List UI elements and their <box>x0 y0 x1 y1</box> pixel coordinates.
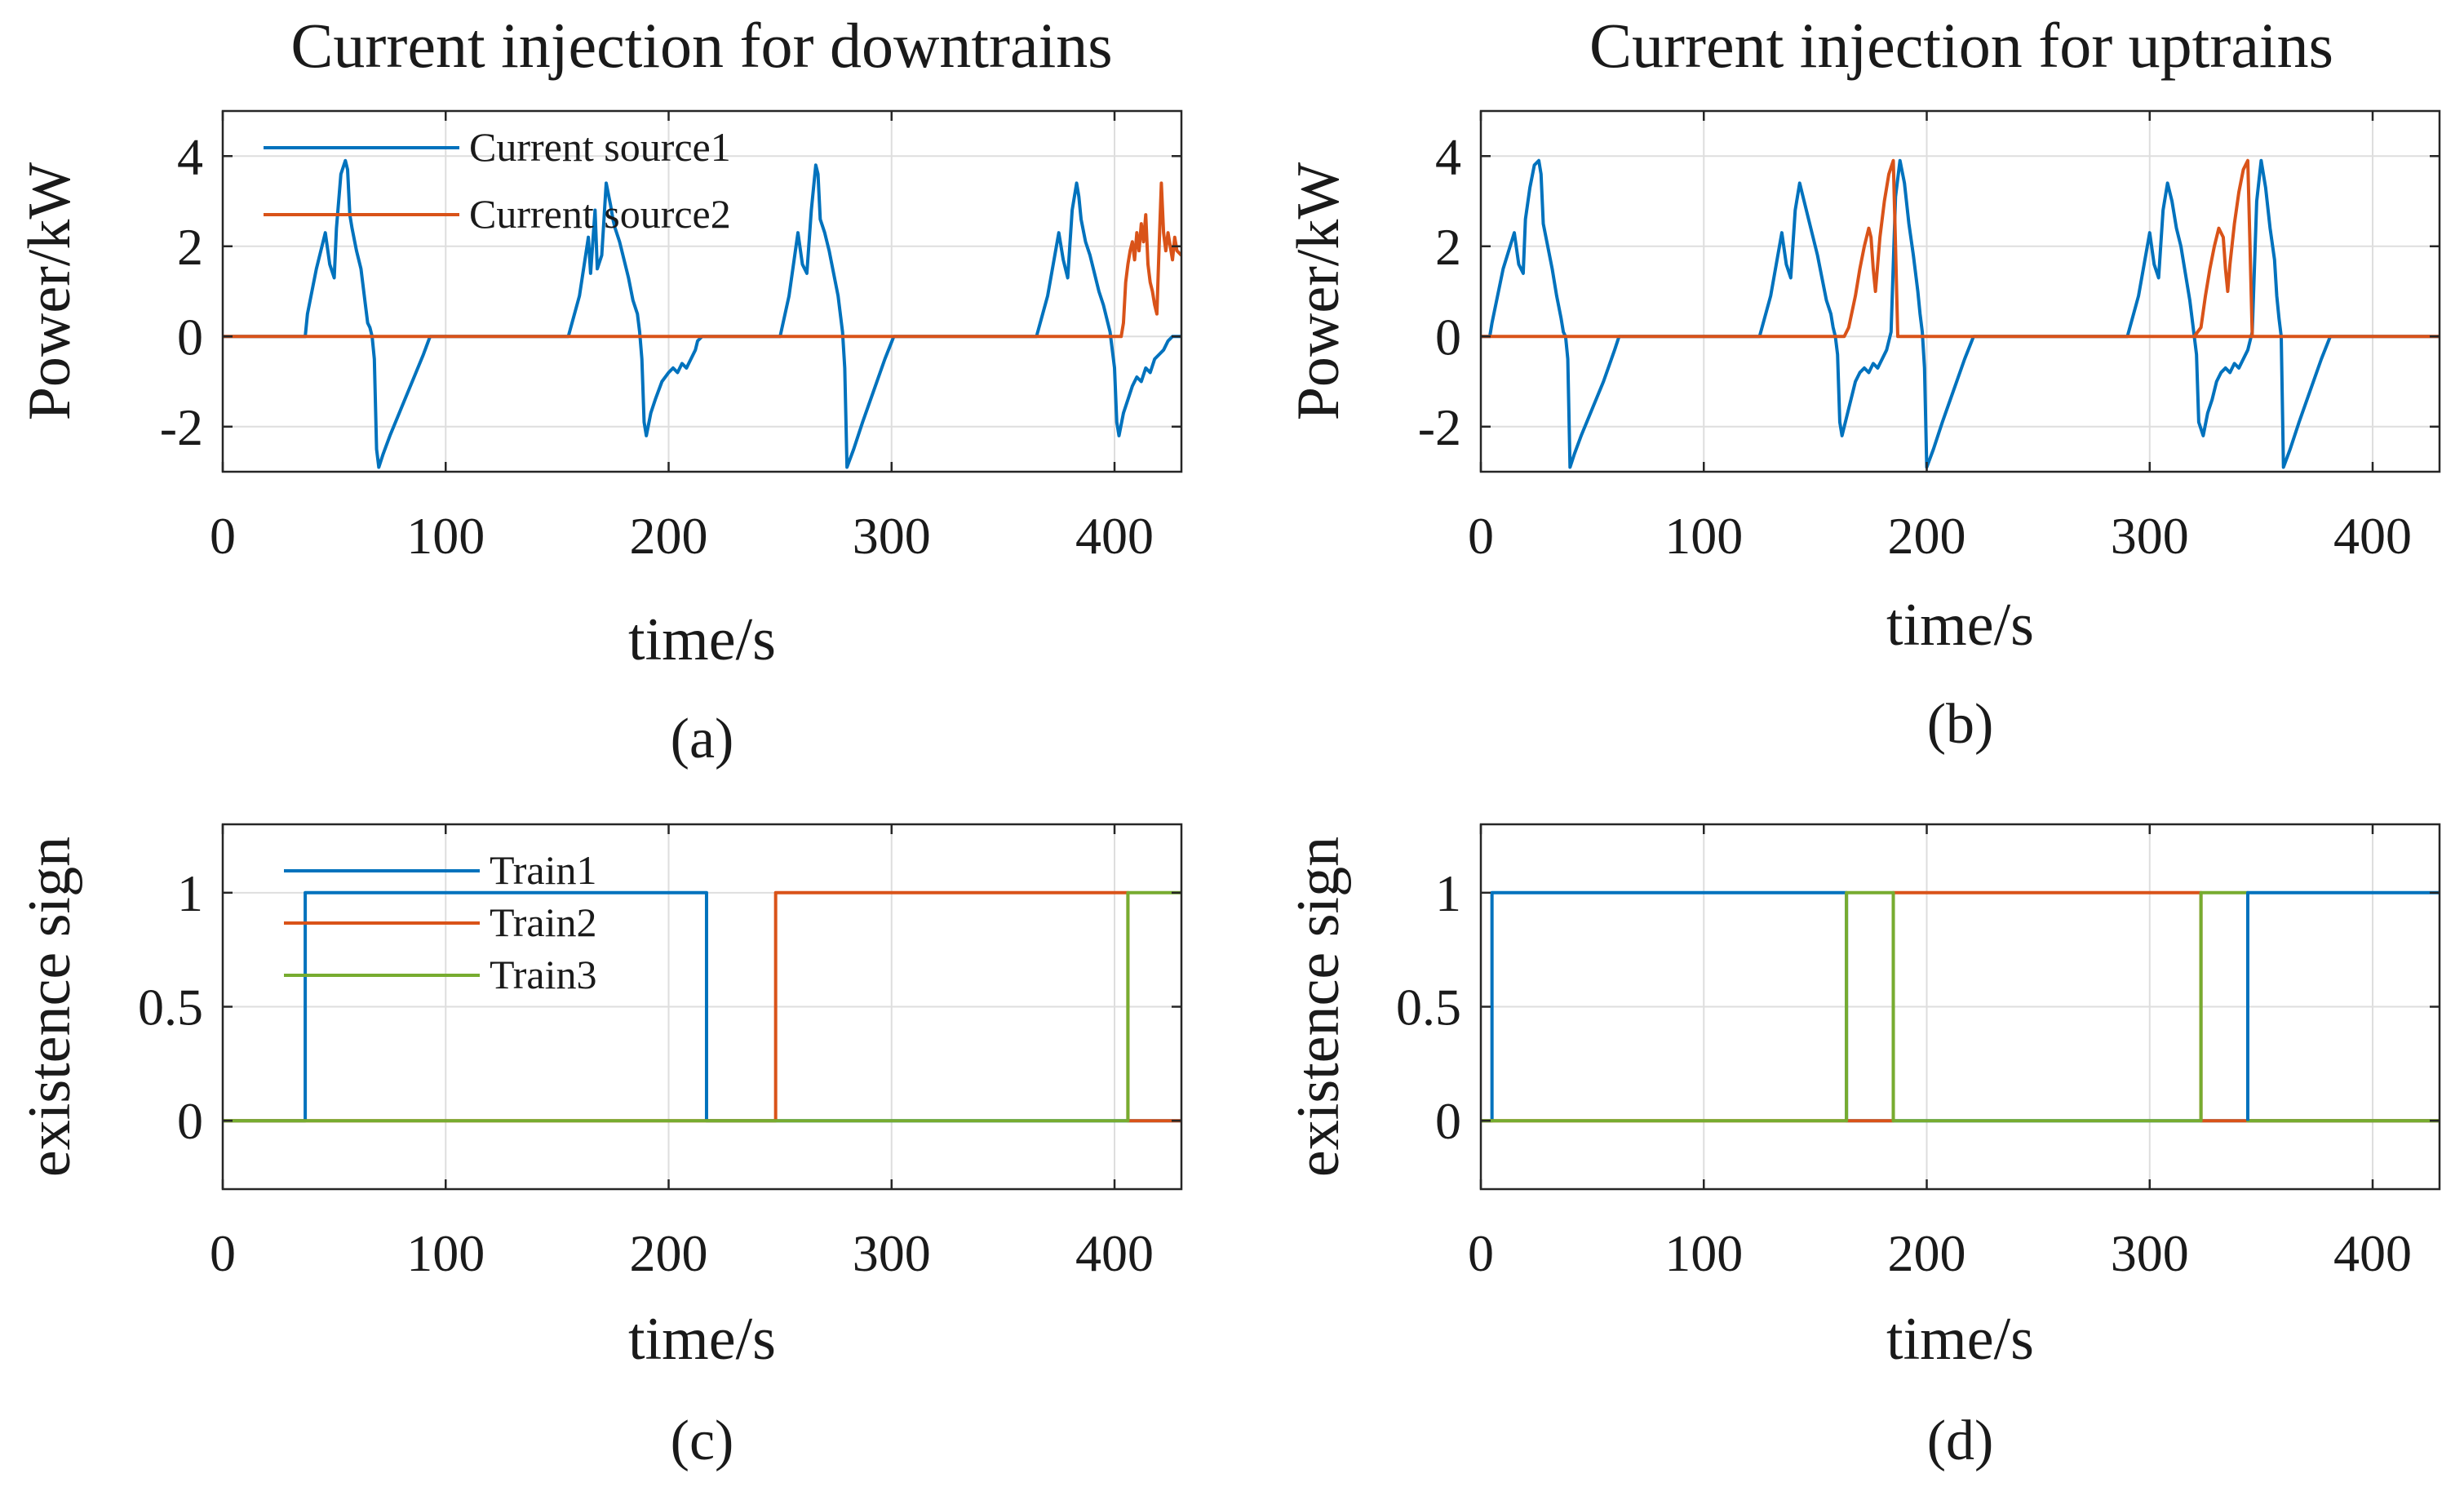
y-tick-label: -2 <box>160 398 203 456</box>
x-tick-label: 100 <box>1664 1224 1743 1282</box>
x-tick-label: 300 <box>2111 1224 2189 1282</box>
y-tick-label: 4 <box>1435 127 1461 185</box>
legend-label: Train3 <box>490 952 597 997</box>
y-tick-label: 0 <box>1435 308 1461 366</box>
y-tick-label: 4 <box>177 127 203 185</box>
y-tick-label: 0.5 <box>138 979 203 1037</box>
x-axis-label: time/s <box>1886 592 2034 659</box>
legend: Current source1 Current source2 <box>264 124 731 237</box>
panel-caption: (b) <box>1927 693 1994 756</box>
legend-label: Train2 <box>490 899 597 945</box>
x-tick-label: 0 <box>1468 507 1494 565</box>
panel-caption: (c) <box>671 1409 734 1472</box>
x-tick-label: 300 <box>853 1224 931 1282</box>
x-tick-label: 200 <box>1888 507 1966 565</box>
x-tick-label: 300 <box>853 507 931 565</box>
x-tick-label: 100 <box>1664 507 1743 565</box>
x-tick-label: 400 <box>1075 1224 1154 1282</box>
series-line-current-source2 <box>223 181 1181 339</box>
x-tick-label: 200 <box>630 1224 708 1282</box>
x-tick-label: 0 <box>210 1224 236 1282</box>
series-group <box>223 158 1181 469</box>
x-tick-label: 300 <box>2111 507 2189 565</box>
x-tick-label: 400 <box>2333 507 2412 565</box>
y-axis-label: existence sign <box>16 837 83 1177</box>
axes-frame <box>221 109 1183 473</box>
x-tick-label: 100 <box>406 507 485 565</box>
y-tick-label: 1 <box>1435 864 1461 922</box>
plot-area <box>223 111 1181 472</box>
y-tick-label: 1 <box>177 864 203 922</box>
y-axis-label: existence sign <box>1285 837 1352 1177</box>
x-tick-label: 400 <box>1075 507 1154 565</box>
panel-c: 0 100 200 300 400 0 0.5 1 existence sign time/s (c… <box>16 823 1183 1472</box>
x-axis-label: time/s <box>628 1306 776 1373</box>
panel-caption: (d) <box>1927 1409 1994 1472</box>
y-axis-label: Power/kW <box>16 162 83 421</box>
legend-label: Current source2 <box>469 191 731 237</box>
series-group <box>223 890 1181 1123</box>
x-tick-label: 200 <box>630 507 708 565</box>
x-tick-label: 0 <box>1468 1224 1494 1282</box>
legend: Train1 Train2 Train3 <box>284 847 597 997</box>
plot-area <box>1481 111 2440 472</box>
series-line-train1 <box>2246 890 2440 1121</box>
series-group <box>1481 158 2440 469</box>
y-tick-label: 0 <box>177 308 203 366</box>
x-axis-label: time/s <box>628 606 776 673</box>
x-tick-label: 100 <box>406 1224 485 1282</box>
y-tick-label: 2 <box>177 218 203 276</box>
chart-title: Current injection for downtrains <box>290 10 1112 81</box>
axes-frame <box>1479 109 2441 473</box>
x-tick-label: 0 <box>210 507 236 565</box>
panel-caption: (a) <box>671 708 734 770</box>
chart-title: Current injection for uptrains <box>1589 10 2333 81</box>
x-axis-label: time/s <box>1886 1306 2034 1373</box>
panel-d: 0 100 200 300 400 0 0.5 1 existence sign time/s (d… <box>1285 823 2441 1472</box>
series-line-current-source2-second-pass <box>2192 158 2254 338</box>
y-tick-label: 0 <box>1435 1092 1461 1150</box>
legend-label: Current source1 <box>469 124 731 170</box>
series-line-current-source2 <box>1481 158 2440 339</box>
series-line-train3 <box>223 890 1181 1123</box>
y-tick-label: -2 <box>1418 398 1461 456</box>
y-axis-label: Power/kW <box>1285 162 1352 421</box>
x-tick-label: 200 <box>1888 1224 1966 1282</box>
y-tick-label: 0 <box>177 1092 203 1150</box>
y-tick-label: 0.5 <box>1396 979 1461 1037</box>
y-tick-label: 2 <box>1435 218 1461 276</box>
x-tick-label: 400 <box>2333 1224 2412 1282</box>
legend-label: Train1 <box>490 847 597 893</box>
series-line-current-source1 <box>223 158 1181 469</box>
